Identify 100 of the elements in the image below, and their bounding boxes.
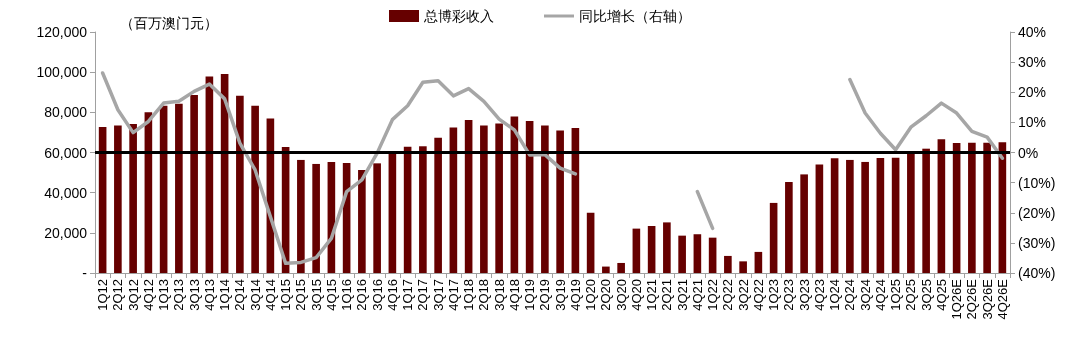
y-tick-label: 60,000	[44, 144, 88, 161]
bar	[647, 226, 656, 273]
bar	[190, 95, 198, 273]
bar	[724, 255, 732, 273]
bar	[495, 123, 503, 273]
bar	[602, 266, 610, 273]
bar	[388, 151, 397, 273]
legend-label: 同比增长（右轴）	[579, 8, 691, 24]
x-tick-label: 4Q20	[628, 279, 644, 311]
bar	[464, 119, 473, 273]
y-tick-label: -	[82, 265, 88, 281]
x-tick-label: 3Q24	[857, 279, 873, 311]
bar	[800, 174, 808, 273]
x-tick-label: 1Q14	[217, 279, 233, 311]
x-tick-label: 2Q12	[110, 279, 126, 311]
bar	[251, 105, 259, 273]
x-tick-label: 4Q23	[811, 279, 827, 311]
x-tick-label: 3Q23	[796, 279, 812, 311]
x-tick-label: 1Q15	[278, 279, 294, 311]
legend-label: 总博彩收入	[423, 8, 494, 24]
x-tick-label: 1Q26E	[949, 278, 965, 320]
x-tick-label: 2Q23	[781, 279, 797, 311]
bar	[693, 234, 702, 273]
x-tick-label: 3Q18	[491, 279, 507, 311]
x-tick-label: 2Q13	[171, 279, 187, 311]
x-tick-label: 4Q14	[262, 279, 278, 311]
y-tick-label: 100,000	[36, 64, 88, 81]
x-tick-label: 4Q16	[384, 279, 400, 311]
x-tick-label: 3Q13	[186, 279, 202, 311]
bar	[358, 169, 366, 273]
y2-tick-label: (30%)	[1018, 234, 1056, 251]
bar	[861, 161, 869, 273]
bar	[556, 130, 564, 273]
x-tick-label: 4Q17	[445, 279, 461, 311]
x-tick-label: 1Q12	[95, 279, 111, 311]
bar	[876, 157, 885, 273]
bar	[175, 103, 183, 273]
x-tick-label: 2Q17	[415, 279, 431, 311]
x-tick-label: 1Q22	[705, 279, 721, 311]
bar	[617, 262, 625, 273]
bar	[983, 142, 991, 273]
y2-tick-label: 20%	[1018, 84, 1047, 101]
y2-tick-label: 0%	[1018, 144, 1039, 161]
x-tick-label: 1Q21	[644, 279, 660, 311]
x-tick-label: 4Q19	[567, 279, 583, 311]
x-tick-label: 3Q19	[552, 279, 568, 311]
bar	[846, 159, 854, 273]
bar	[129, 123, 137, 273]
y-tick-label: 80,000	[44, 104, 88, 121]
y2-tick-label: (10%)	[1018, 174, 1056, 191]
x-tick-label: 2Q15	[293, 279, 309, 311]
bar	[907, 151, 915, 273]
x-tick-label: 2Q25	[903, 279, 919, 311]
bar	[480, 125, 488, 273]
x-tick-label: 1Q18	[461, 279, 477, 311]
y2-tick-label: 40%	[1018, 24, 1047, 40]
x-tick-label: 2Q24	[842, 279, 858, 311]
x-tick-label: 1Q24	[827, 279, 843, 311]
y2-tick-label: 30%	[1018, 54, 1047, 71]
y-tick-label: 120,000	[36, 24, 88, 40]
x-tick-label: 4Q12	[140, 279, 156, 311]
x-tick-label: 3Q25	[918, 279, 934, 311]
x-tick-label: 4Q21	[689, 279, 705, 311]
bar	[586, 212, 595, 273]
x-tick-label: 4Q13	[201, 279, 217, 311]
x-tick-label: 2Q14	[232, 279, 248, 311]
y-tick-label: 40,000	[44, 184, 88, 201]
bar	[830, 158, 839, 273]
bar	[419, 146, 427, 273]
bar	[312, 163, 320, 273]
y-tick-label: 20,000	[44, 224, 88, 241]
x-tick-label: 3Q22	[735, 279, 751, 311]
bar	[663, 222, 671, 273]
x-tick-label: 3Q14	[247, 279, 263, 311]
bar	[708, 237, 717, 273]
x-tick-label: 3Q15	[308, 279, 324, 311]
bar	[236, 95, 244, 273]
x-tick-label: 3Q12	[125, 279, 141, 311]
x-tick-label: 1Q23	[766, 279, 782, 311]
x-tick-label: 1Q13	[156, 279, 172, 311]
x-tick-label: 4Q15	[323, 279, 339, 311]
x-tick-label: 3Q20	[613, 279, 629, 311]
bar	[891, 157, 900, 273]
bar	[297, 159, 305, 273]
bar	[937, 139, 946, 273]
bar	[922, 148, 930, 273]
x-tick-label: 4Q18	[506, 279, 522, 311]
bar	[769, 202, 778, 273]
x-tick-label: 3Q26E	[979, 278, 995, 320]
x-tick-label: 2Q26E	[964, 278, 980, 320]
x-tick-label: 2Q20	[598, 279, 614, 311]
x-tick-label: 1Q16	[339, 279, 355, 311]
bar	[98, 126, 107, 273]
bar	[678, 235, 686, 273]
x-tick-label: 1Q19	[522, 279, 538, 311]
bar	[434, 137, 442, 273]
bar	[952, 143, 961, 273]
bar	[632, 228, 641, 273]
x-tick-label: 1Q25	[888, 279, 904, 311]
bar	[785, 182, 793, 273]
